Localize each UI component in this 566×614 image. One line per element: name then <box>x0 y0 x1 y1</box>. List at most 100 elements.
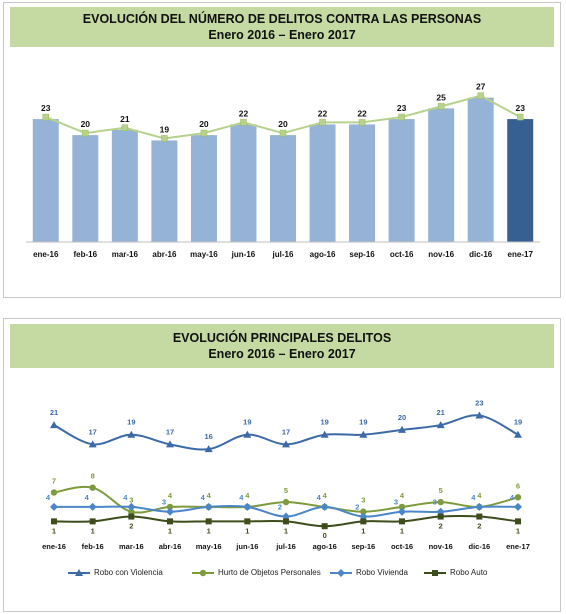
bar <box>388 119 415 242</box>
data-label: 4 <box>510 493 515 502</box>
marker-triangle <box>514 430 522 438</box>
marker-triangle <box>398 425 406 433</box>
x-tick-label: dic-16 <box>469 250 493 259</box>
bar <box>32 119 59 242</box>
bar <box>467 97 494 242</box>
x-tick-label: oct-16 <box>390 250 414 259</box>
data-label: 2 <box>439 522 443 531</box>
data-label: 23 <box>515 103 525 113</box>
marker-triangle <box>475 411 484 419</box>
data-label: 23 <box>397 103 407 113</box>
marker-square <box>244 518 251 525</box>
chart1-title: EVOLUCIÓN DEL NÚMERO DE DELITOS CONTRA L… <box>82 12 482 26</box>
marker-square <box>128 513 135 520</box>
trend-marker <box>319 119 326 126</box>
bar <box>72 135 99 242</box>
x-tick-label: sep-16 <box>351 542 375 551</box>
x-tick-label: may-16 <box>196 542 222 551</box>
data-label: 4 <box>123 493 128 502</box>
data-label: 1 <box>91 526 95 535</box>
marker-diamond <box>398 507 406 516</box>
marker-circle <box>360 508 367 515</box>
x-tick-label: feb-16 <box>82 542 104 551</box>
x-tick-label: ene-16 <box>33 250 59 259</box>
data-label: 4 <box>471 493 476 502</box>
marker-triangle <box>88 440 97 448</box>
x-tick-label: jul-16 <box>272 250 294 259</box>
x-tick-label: oct-16 <box>391 542 413 551</box>
data-label: 5 <box>439 486 443 495</box>
x-tick-label: ago-16 <box>310 250 336 259</box>
legend-item: Hurto de Objetos Personales <box>192 568 321 577</box>
x-tick-label: sep-16 <box>349 250 375 259</box>
chart2-subtitle: Enero 2016 – Enero 2017 <box>208 347 356 361</box>
trend-marker <box>279 129 287 137</box>
bar <box>151 140 178 242</box>
data-label: 22 <box>357 108 367 118</box>
legend-label: Robo Vivienda <box>356 568 408 577</box>
marker-triangle <box>127 430 136 438</box>
data-label: 4 <box>168 491 173 500</box>
data-label: 19 <box>243 418 251 427</box>
data-label: 8 <box>91 472 95 481</box>
bar <box>230 124 257 242</box>
marker-square <box>283 518 289 525</box>
marker-triangle <box>50 421 58 429</box>
x-tick-label: abr-16 <box>152 250 177 259</box>
trend-marker <box>437 103 445 110</box>
x-tick-label: jun-16 <box>235 542 258 551</box>
legend-swatch <box>424 569 446 576</box>
x-tick-label: may-16 <box>190 250 218 259</box>
data-label: 20 <box>199 119 209 129</box>
data-label: 5 <box>284 486 288 495</box>
marker-circle <box>50 489 58 496</box>
data-label: 3 <box>129 496 133 505</box>
chart1-subtitle: Enero 2016 – Enero 2017 <box>208 28 356 42</box>
trend-marker <box>42 113 50 121</box>
bar-chart: 23 20 21 19 20 22 20 22 22 23 25 27 23 ene-16 feb-16 ma… <box>26 82 540 259</box>
data-label: 23 <box>475 398 483 407</box>
bar <box>309 124 336 242</box>
data-label: 19 <box>127 418 135 427</box>
bar <box>507 119 534 242</box>
data-label: 21 <box>50 408 58 417</box>
bar <box>428 108 455 243</box>
data-label: 17 <box>88 427 96 436</box>
x-tick-label: mar-16 <box>112 250 139 259</box>
marker-diamond <box>204 502 213 511</box>
marker-square <box>515 518 521 525</box>
marker-diamond <box>127 502 136 511</box>
data-label: 22 <box>239 108 249 118</box>
x-tick-label: ene-17 <box>506 542 530 551</box>
marker-square <box>321 523 328 530</box>
marker-triangle <box>436 421 445 429</box>
data-label: 7 <box>52 476 56 485</box>
data-label: 23 <box>41 103 51 113</box>
data-label: 20 <box>398 413 406 422</box>
x-tick-label: dic-16 <box>468 542 490 551</box>
marker-diamond <box>88 502 97 511</box>
trend-marker <box>240 119 247 126</box>
bar <box>349 124 376 242</box>
data-label: 22 <box>318 108 328 118</box>
trend-marker <box>358 119 366 126</box>
data-label: 1 <box>284 526 288 535</box>
data-label: 4 <box>323 491 328 500</box>
marker-diamond <box>514 502 522 511</box>
data-label: 4 <box>477 491 482 500</box>
series-3: 1 1 2 1 1 1 1 0 1 1 2 2 1 <box>51 513 521 540</box>
marker-diamond <box>50 502 58 511</box>
data-label: 3 <box>162 498 166 507</box>
marker-square <box>432 569 438 576</box>
marker-square <box>476 513 483 520</box>
marker-diamond <box>166 507 174 516</box>
data-label: 21 <box>436 408 444 417</box>
marker-triangle <box>320 430 329 438</box>
data-label: 2 <box>129 522 133 531</box>
data-label: 19 <box>320 418 328 427</box>
data-label: 2 <box>278 503 282 512</box>
legend-label: Hurto de Objetos Personales <box>218 568 321 577</box>
marker-triangle <box>282 440 290 448</box>
data-label: 17 <box>282 427 290 436</box>
data-label: 1 <box>400 526 404 535</box>
